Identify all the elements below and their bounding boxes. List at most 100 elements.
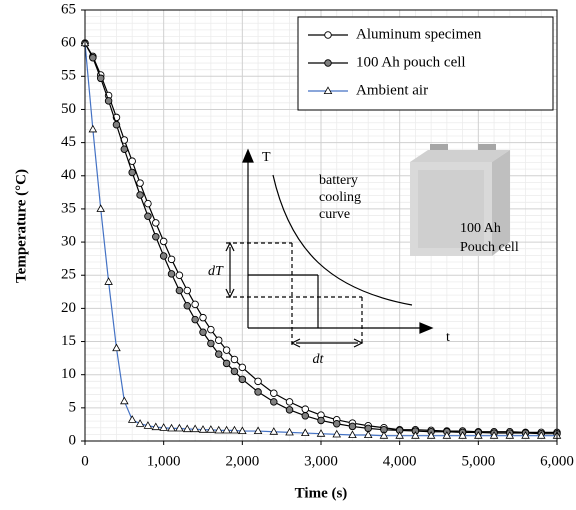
marker [96,204,106,212]
marker [127,415,137,423]
marker [270,398,278,406]
y-tick-label: 45 [61,134,76,150]
marker [120,396,129,405]
annotation: battery [319,173,358,188]
arrow-head [290,338,364,348]
marker [112,120,121,129]
marker [238,363,247,372]
marker [199,328,207,337]
marker [348,422,357,431]
annotation: t [446,330,450,345]
marker [152,233,160,241]
y-tick-label: 15 [61,333,76,349]
inset-diagram [225,148,434,348]
marker [199,313,207,322]
y-tick-label: 35 [61,200,76,216]
arrow-head [242,148,254,163]
marker [442,431,452,439]
marker [285,406,294,414]
tab [430,144,448,154]
marker [521,431,530,439]
y-tick-label: 60 [61,35,76,51]
y-tick-label: 20 [61,300,76,316]
marker [182,424,192,433]
marker [191,300,199,309]
marker [167,423,176,432]
marker [96,74,105,83]
marker [316,429,326,437]
x-axis-title: Time (s) [295,485,348,501]
legend-label: 100 Ah pouch cell [356,54,466,70]
marker [253,426,263,435]
legend-label: Ambient air [356,82,428,98]
marker [152,219,160,227]
annotation: curve [319,207,350,222]
x-tick-label: 0 [81,453,89,469]
marker [167,270,176,278]
marker [254,377,262,386]
legend-marker [323,86,333,94]
marker [230,355,239,364]
marker [143,421,153,429]
y-axis-title: Temperature (°C) [13,169,29,283]
marker [136,191,144,199]
marker [175,423,184,432]
arrow-head [419,322,434,334]
marker [238,375,247,384]
marker [379,431,389,439]
annotation: 100 Ah [460,221,501,236]
marker [88,124,98,133]
cell-side [492,150,510,256]
cell-inner [418,170,484,248]
y-tick-label: 40 [61,167,76,183]
marker [238,426,247,435]
annotation: T [262,150,271,165]
marker [300,428,310,437]
marker [301,412,310,420]
marker [269,427,279,435]
marker [207,339,215,348]
marker [536,431,546,439]
plot-frame [84,9,558,442]
y-tick-label: 50 [61,101,76,117]
marker [151,422,161,431]
marker [120,145,129,153]
annotation: dT [208,264,224,279]
marker [104,277,113,285]
marker [254,388,262,396]
x-tick-label: 1,000 [147,453,181,469]
marker [301,405,310,413]
legend-label: Aluminum specimen [356,26,482,42]
annotation: dt [313,352,325,367]
marker [317,416,325,425]
marker [159,237,168,246]
marker [458,431,467,439]
marker [183,301,192,310]
arrow-head [225,241,235,299]
marker [332,420,341,428]
marker [222,359,231,368]
y-tick-label: 5 [69,399,77,415]
marker [136,179,144,187]
marker [411,431,420,439]
marker [285,427,294,436]
marker [175,286,184,295]
marker [395,431,404,439]
marker [222,346,231,354]
y-tick-label: 0 [69,432,77,448]
annotation: cooling [319,190,361,205]
marker [183,286,192,295]
legend-marker [324,59,332,67]
marker [207,325,215,334]
marker [104,97,113,105]
marker [489,431,499,439]
tab [478,144,496,154]
marker [159,423,168,431]
marker [128,157,136,165]
marker [230,425,239,434]
legend-marker [324,31,332,39]
y-tick-label: 55 [61,68,76,84]
marker [214,425,224,434]
marker [190,424,200,433]
